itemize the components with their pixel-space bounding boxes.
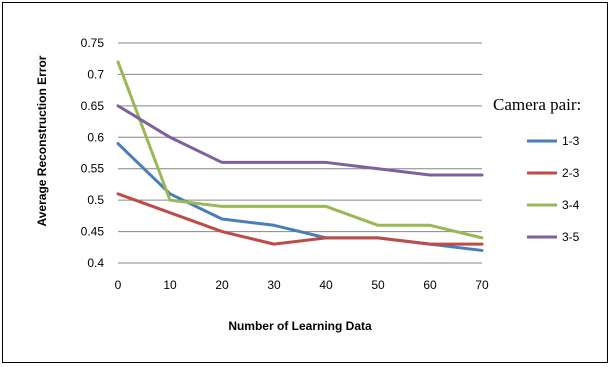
x-tick-label: 10 bbox=[163, 278, 177, 292]
legend-label: 1-3 bbox=[562, 134, 580, 148]
series-lines bbox=[116, 60, 484, 252]
x-tick-label: 40 bbox=[319, 278, 333, 292]
legend-item: 3-4 bbox=[527, 198, 580, 212]
legend-label: 3-5 bbox=[562, 230, 580, 244]
x-tick-label: 30 bbox=[267, 278, 281, 292]
x-tick-label: 50 bbox=[371, 278, 385, 292]
y-tick-label: 0.75 bbox=[81, 36, 105, 50]
y-tick-label: 0.7 bbox=[87, 67, 104, 81]
x-tick-label: 60 bbox=[423, 278, 437, 292]
y-tick-label: 0.6 bbox=[87, 130, 104, 144]
y-tick-label: 0.55 bbox=[81, 162, 105, 176]
legend-item: 2-3 bbox=[527, 166, 580, 180]
x-tick-label: 70 bbox=[475, 278, 489, 292]
x-tick-label: 0 bbox=[115, 278, 122, 292]
series-line-3-4 bbox=[116, 60, 484, 240]
series-line-3-5 bbox=[116, 104, 484, 177]
x-tick-labels: 0 10 20 30 40 50 60 70 bbox=[115, 278, 489, 292]
y-tick-labels: 0.4 0.45 0.5 0.55 0.6 0.65 0.7 0.75 bbox=[81, 36, 105, 270]
chart-frame bbox=[2, 2, 608, 363]
legend-items: 1-3 2-3 3-4 3-5 bbox=[527, 134, 580, 244]
legend-item: 1-3 bbox=[527, 134, 580, 148]
legend-label: 2-3 bbox=[562, 166, 580, 180]
x-tick-label: 20 bbox=[215, 278, 229, 292]
legend-item: 3-5 bbox=[527, 230, 580, 244]
y-tick-label: 0.4 bbox=[87, 256, 104, 270]
y-axis-title: Average Reconstruction Error bbox=[35, 55, 49, 226]
gridlines bbox=[118, 42, 482, 264]
y-tick-label: 0.45 bbox=[81, 225, 105, 239]
x-axis-title: Number of Learning Data bbox=[228, 319, 372, 333]
legend: Camera pair: 1-3 2-3 3-4 3-5 bbox=[493, 95, 581, 244]
series-line-1-3 bbox=[116, 142, 484, 252]
y-tick-label: 0.65 bbox=[81, 99, 105, 113]
series-line-2-3 bbox=[116, 192, 484, 246]
y-tick-label: 0.5 bbox=[87, 193, 104, 207]
legend-label: 3-4 bbox=[562, 198, 580, 212]
legend-title: Camera pair: bbox=[493, 95, 581, 114]
